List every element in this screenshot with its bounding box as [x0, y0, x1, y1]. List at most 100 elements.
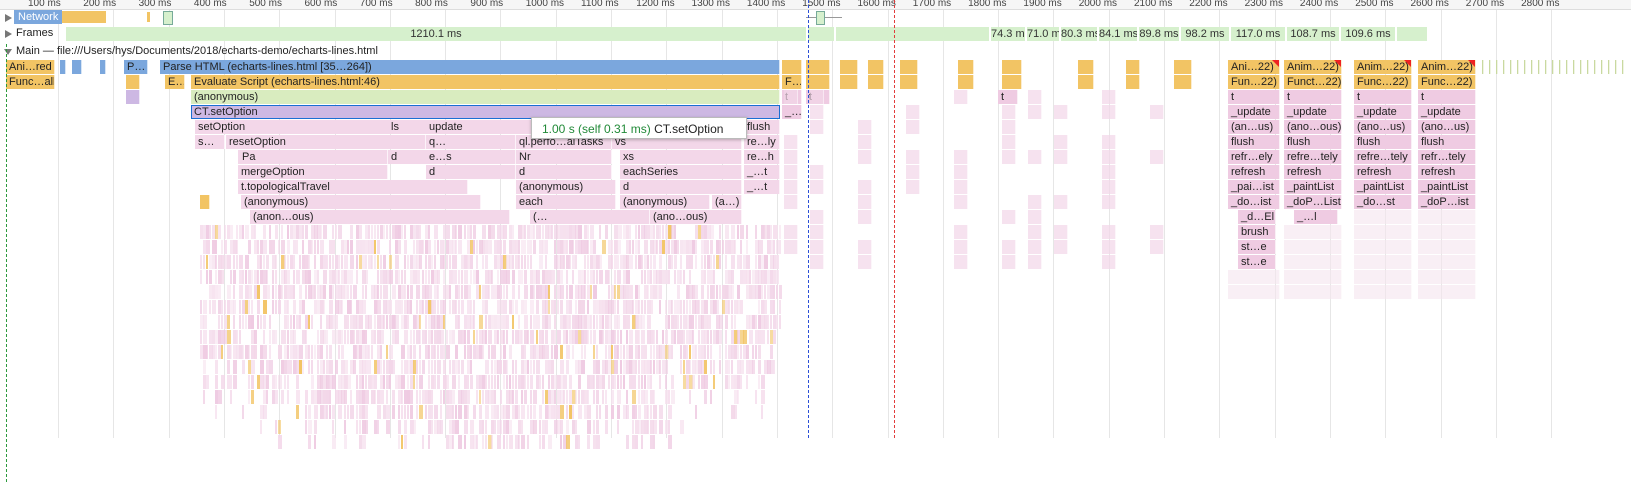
flame-entry[interactable] — [755, 240, 759, 254]
flame-entry[interactable] — [287, 345, 289, 359]
flame-entry[interactable] — [416, 375, 418, 389]
flame-entry[interactable]: refr…ely — [1228, 150, 1280, 164]
flame-entry[interactable] — [275, 420, 277, 434]
flame-entry[interactable] — [482, 375, 486, 389]
flame-entry[interactable] — [542, 420, 546, 434]
flame-entry[interactable] — [467, 225, 471, 239]
flame-entry[interactable] — [644, 390, 648, 404]
flame-entry[interactable] — [653, 345, 655, 359]
flame-entry[interactable]: Fun…22) — [1228, 75, 1280, 89]
flame-entry[interactable] — [485, 285, 489, 299]
flame-entry[interactable] — [734, 375, 737, 389]
flame-entry[interactable] — [413, 255, 417, 269]
flame-entry[interactable] — [590, 240, 594, 254]
flame-entry[interactable] — [239, 225, 242, 239]
flame-entry[interactable] — [428, 345, 430, 359]
flame-entry[interactable] — [527, 435, 529, 449]
flame-entry[interactable] — [476, 390, 478, 404]
flame-entry[interactable] — [656, 345, 660, 359]
flame-entry[interactable] — [758, 345, 761, 359]
flame-entry[interactable] — [1102, 105, 1116, 119]
flame-entry[interactable] — [242, 405, 244, 419]
flame-entry[interactable] — [449, 255, 451, 269]
flame-entry[interactable] — [275, 330, 277, 344]
flame-entry[interactable] — [647, 360, 651, 374]
flame-entry[interactable]: (ano…us) — [1354, 120, 1412, 134]
flame-entry[interactable] — [338, 405, 342, 419]
flame-entry[interactable] — [416, 240, 419, 254]
flame-entry[interactable] — [449, 240, 453, 254]
flame-entry[interactable] — [287, 330, 289, 344]
flame-entry[interactable] — [599, 225, 601, 239]
flame-entry[interactable] — [677, 270, 681, 284]
flame-entry[interactable] — [659, 285, 662, 299]
flame-entry[interactable] — [575, 390, 577, 404]
flame-entry[interactable] — [749, 315, 752, 329]
flame-entry[interactable] — [548, 270, 552, 284]
flame-entry[interactable] — [287, 315, 289, 329]
flame-entry[interactable] — [491, 390, 494, 404]
flame-entry[interactable] — [683, 345, 687, 359]
flame-entry[interactable] — [758, 375, 760, 389]
flame-entry[interactable] — [515, 405, 518, 419]
flame-entry[interactable] — [644, 405, 648, 419]
flame-entry[interactable] — [404, 285, 406, 299]
flame-entry-parse[interactable]: P… — [124, 60, 148, 74]
flame-entry[interactable] — [551, 330, 554, 344]
flame-entry[interactable] — [626, 360, 630, 374]
flame-entry[interactable] — [530, 300, 534, 314]
flame-entry[interactable] — [329, 285, 332, 299]
flame-entry[interactable] — [560, 345, 563, 359]
flame-entry[interactable] — [365, 345, 369, 359]
flame-entry[interactable] — [674, 315, 677, 329]
flame-entry[interactable] — [716, 330, 719, 344]
flame-entry[interactable] — [512, 285, 515, 299]
flame-entry[interactable] — [212, 255, 216, 269]
flame-entry[interactable] — [431, 345, 435, 359]
flame-entry[interactable] — [752, 315, 756, 329]
flame-entry[interactable] — [491, 360, 493, 374]
flame-entry[interactable] — [224, 225, 226, 239]
flame-entry[interactable] — [533, 390, 537, 404]
flame-entry[interactable] — [254, 285, 258, 299]
flame-entry[interactable] — [494, 240, 497, 254]
flame-entry[interactable] — [359, 390, 363, 404]
flame-entry[interactable] — [503, 285, 505, 299]
flame-entry[interactable] — [239, 285, 243, 299]
flame-entry[interactable] — [503, 345, 506, 359]
flame-entry[interactable] — [446, 240, 449, 254]
flame-entry[interactable] — [413, 420, 416, 434]
flame-entry[interactable] — [461, 255, 464, 269]
flame-entry[interactable] — [587, 225, 589, 239]
flame-entry[interactable] — [725, 315, 728, 329]
frame-bar[interactable]: 74.3 ms — [991, 27, 1026, 41]
flame-entry[interactable] — [704, 345, 706, 359]
flame-entry[interactable] — [692, 375, 695, 389]
flame-entry[interactable] — [332, 285, 334, 299]
flame-entry[interactable] — [278, 240, 280, 254]
flame-entry[interactable] — [954, 90, 968, 104]
flame-entry[interactable] — [653, 435, 655, 449]
flame-entry[interactable] — [521, 345, 524, 359]
flame-entry[interactable] — [314, 405, 318, 419]
flame-entry[interactable] — [374, 300, 378, 314]
flame-entry[interactable] — [629, 345, 633, 359]
flame-entry[interactable]: Pa — [238, 150, 388, 164]
flame-entry[interactable] — [398, 285, 401, 299]
flame-entry[interactable] — [632, 360, 635, 374]
flame-entry[interactable] — [200, 255, 202, 269]
flame-entry[interactable] — [810, 90, 824, 104]
flame-entry[interactable] — [419, 345, 421, 359]
flame-entry[interactable] — [398, 405, 400, 419]
flame-entry[interactable]: d — [388, 150, 428, 164]
flame-entry[interactable] — [476, 270, 479, 284]
flame-entry[interactable] — [545, 360, 548, 374]
flame-entry[interactable] — [725, 330, 727, 344]
flame-entry[interactable] — [605, 405, 608, 419]
flame-entry[interactable] — [710, 270, 714, 284]
flame-entry[interactable] — [521, 240, 524, 254]
flame-entry[interactable] — [1028, 240, 1042, 254]
flame-entry[interactable] — [746, 225, 748, 239]
flame-entry[interactable] — [479, 285, 481, 299]
flame-entry[interactable] — [443, 360, 446, 374]
